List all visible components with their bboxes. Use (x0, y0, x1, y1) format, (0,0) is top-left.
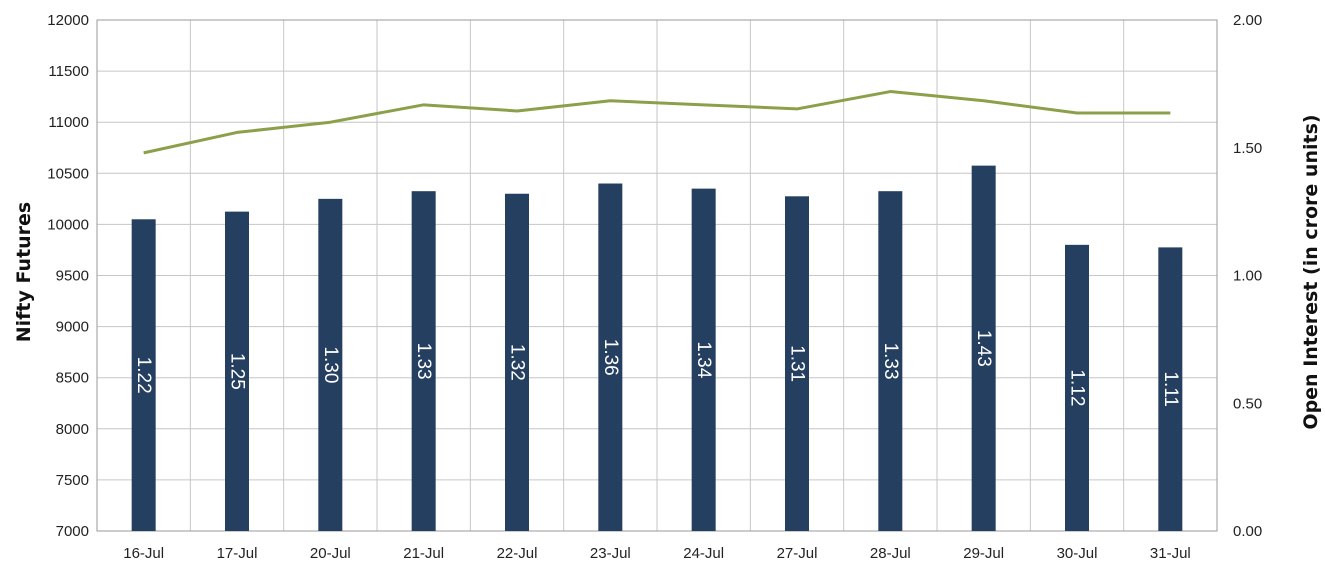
right-axis-ticks: 0.00 0.50 1.00 1.50 2.00 (1233, 12, 1262, 540)
open-interest-bar (131, 219, 156, 532)
nifty-futures-line-path (143, 90, 1171, 155)
x-axis-tick-label: 27-Jul (777, 545, 818, 562)
x-axis-tick-label: 16-Jul (123, 545, 164, 562)
left-axis-tick-label: 8500 (56, 370, 89, 387)
x-axis-tick-label: 24-Jul (683, 545, 724, 562)
bar-data-label: 1.25 (227, 353, 248, 390)
x-axis-tick-label: 21-Jul (403, 545, 444, 562)
right-axis-title: Open Interest (in crore units) (1300, 114, 1322, 429)
bar-data-label: 1.43 (973, 330, 994, 367)
bar-data-label: 1.22 (133, 357, 154, 394)
left-axis-tick-label: 11000 (48, 114, 89, 131)
right-axis-tick-label: 0.00 (1233, 523, 1262, 540)
bar-data-label: 1.30 (320, 346, 341, 383)
x-axis-tick-label: 22-Jul (497, 545, 538, 562)
left-axis-tick-label: 8000 (56, 421, 89, 438)
x-axis-tick-label: 17-Jul (217, 545, 258, 562)
open-interest-bar (691, 188, 716, 531)
x-axis-ticks: 16-Jul 17-Jul 20-Jul 21-Jul 22-Jul 23-Jul 24-J… (123, 545, 1191, 562)
bar-data-label: 1.11 (1160, 371, 1181, 407)
left-axis-tick-label: 10000 (47, 216, 89, 233)
right-axis-tick-label: 2.00 (1233, 12, 1262, 29)
x-axis-tick-label: 31-Jul (1150, 545, 1191, 562)
left-axis-tick-label: 7500 (56, 472, 89, 489)
open-interest-bar (598, 183, 623, 531)
open-interest-bar (1158, 247, 1183, 531)
bar-data-label: 1.31 (787, 345, 808, 382)
left-axis-tick-label: 9000 (56, 319, 89, 336)
open-interest-bar (225, 211, 249, 531)
left-axis-ticks: 7000 7500 8000 8500 9000 9500 10000 10500 11000 1… (47, 12, 89, 540)
x-axis-tick-label: 30-Jul (1057, 545, 1098, 562)
bar-data-label: 1.36 (600, 339, 621, 376)
bar-data-label: 1.34 (693, 341, 714, 378)
open-interest-bar (318, 198, 343, 531)
bar-data-label: 1.12 (1067, 369, 1088, 406)
bar-data-label: 1.33 (880, 343, 901, 380)
open-interest-bar (411, 191, 436, 531)
open-interest-bar (1065, 244, 1089, 531)
grid-lines (97, 19, 1217, 532)
x-axis-tick-label: 28-Jul (870, 545, 911, 562)
open-interest-bar (878, 191, 903, 531)
plot-area-border (96, 19, 1218, 532)
right-axis-tick-label: 0.50 (1233, 395, 1262, 412)
left-axis-title: Nifty Futures (13, 202, 35, 343)
left-axis-tick-label: 7000 (56, 523, 89, 540)
open-interest-bar (971, 165, 996, 531)
left-axis-tick-label: 10500 (47, 165, 89, 182)
left-axis-tick-label: 11500 (48, 63, 89, 80)
open-interest-bar (505, 193, 529, 532)
left-axis-tick-label: 9500 (56, 268, 89, 285)
left-axis-tick-label: 12000 (47, 12, 89, 29)
x-axis-tick-label: 29-Jul (963, 545, 1004, 562)
open-interest-bar (785, 196, 809, 532)
x-axis-tick-label: 23-Jul (590, 545, 631, 562)
bar-data-label: 1.33 (413, 343, 434, 380)
bar-data-label: 1.32 (507, 344, 528, 381)
nifty-futures-line (143, 90, 1171, 155)
x-axis-tick-label: 20-Jul (310, 545, 351, 562)
right-axis-tick-label: 1.00 (1233, 268, 1262, 285)
open-interest-bars: 1.22 1.25 1.30 1.33 1.32 1.36 1.34 1.31 1.33 1.43… (131, 165, 1183, 532)
right-axis-tick-label: 1.50 (1233, 140, 1262, 157)
